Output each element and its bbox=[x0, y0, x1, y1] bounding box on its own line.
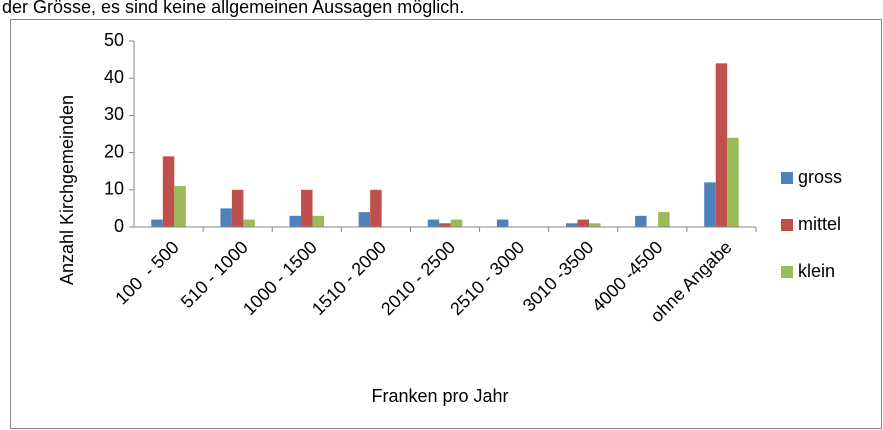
bar bbox=[635, 215, 647, 227]
x-axis-label: Franken pro Jahr bbox=[371, 386, 508, 406]
bar bbox=[231, 189, 244, 227]
bar bbox=[727, 137, 739, 227]
y-tick-label: 0 bbox=[114, 216, 124, 236]
legend-swatch bbox=[781, 266, 793, 278]
bar bbox=[439, 223, 451, 227]
y-tick-label: 50 bbox=[104, 30, 124, 50]
x-tick-label: 3010 -3500 bbox=[519, 237, 598, 316]
x-tick-label: 100 - 500 bbox=[111, 237, 182, 308]
bar bbox=[427, 219, 440, 227]
bar bbox=[358, 212, 371, 227]
y-axis-label: Anzahl Kirchgemeinden bbox=[57, 95, 77, 285]
bar bbox=[312, 215, 325, 227]
bar bbox=[174, 186, 186, 227]
y-tick-label: 30 bbox=[104, 104, 124, 124]
bar bbox=[243, 219, 255, 227]
bar bbox=[588, 223, 601, 227]
y-tick-label: 10 bbox=[104, 179, 124, 199]
legend-label: gross bbox=[798, 167, 842, 187]
y-tick-label: 40 bbox=[104, 67, 124, 87]
x-tick-label: 2510 - 3000 bbox=[446, 237, 528, 319]
y-tick-label: 20 bbox=[104, 141, 124, 161]
legend-label: mittel bbox=[798, 214, 841, 234]
bar bbox=[151, 219, 163, 227]
bar bbox=[370, 189, 382, 227]
bar bbox=[577, 219, 589, 227]
bar bbox=[450, 219, 463, 227]
bar bbox=[496, 219, 509, 227]
x-tick-label: 510 - 1000 bbox=[177, 237, 252, 312]
bar bbox=[715, 63, 728, 227]
bar bbox=[289, 215, 302, 227]
legend-swatch bbox=[781, 172, 793, 184]
bar bbox=[704, 182, 716, 227]
bar bbox=[220, 208, 232, 227]
chart-frame bbox=[10, 19, 882, 429]
legend-swatch bbox=[781, 219, 793, 231]
bar bbox=[301, 189, 313, 227]
bar bbox=[162, 156, 175, 227]
body-text: der Grösse, es sind keine allgemeinen Au… bbox=[2, 0, 464, 17]
bar bbox=[658, 212, 670, 227]
legend-label: klein bbox=[798, 261, 835, 281]
bar bbox=[565, 223, 578, 227]
